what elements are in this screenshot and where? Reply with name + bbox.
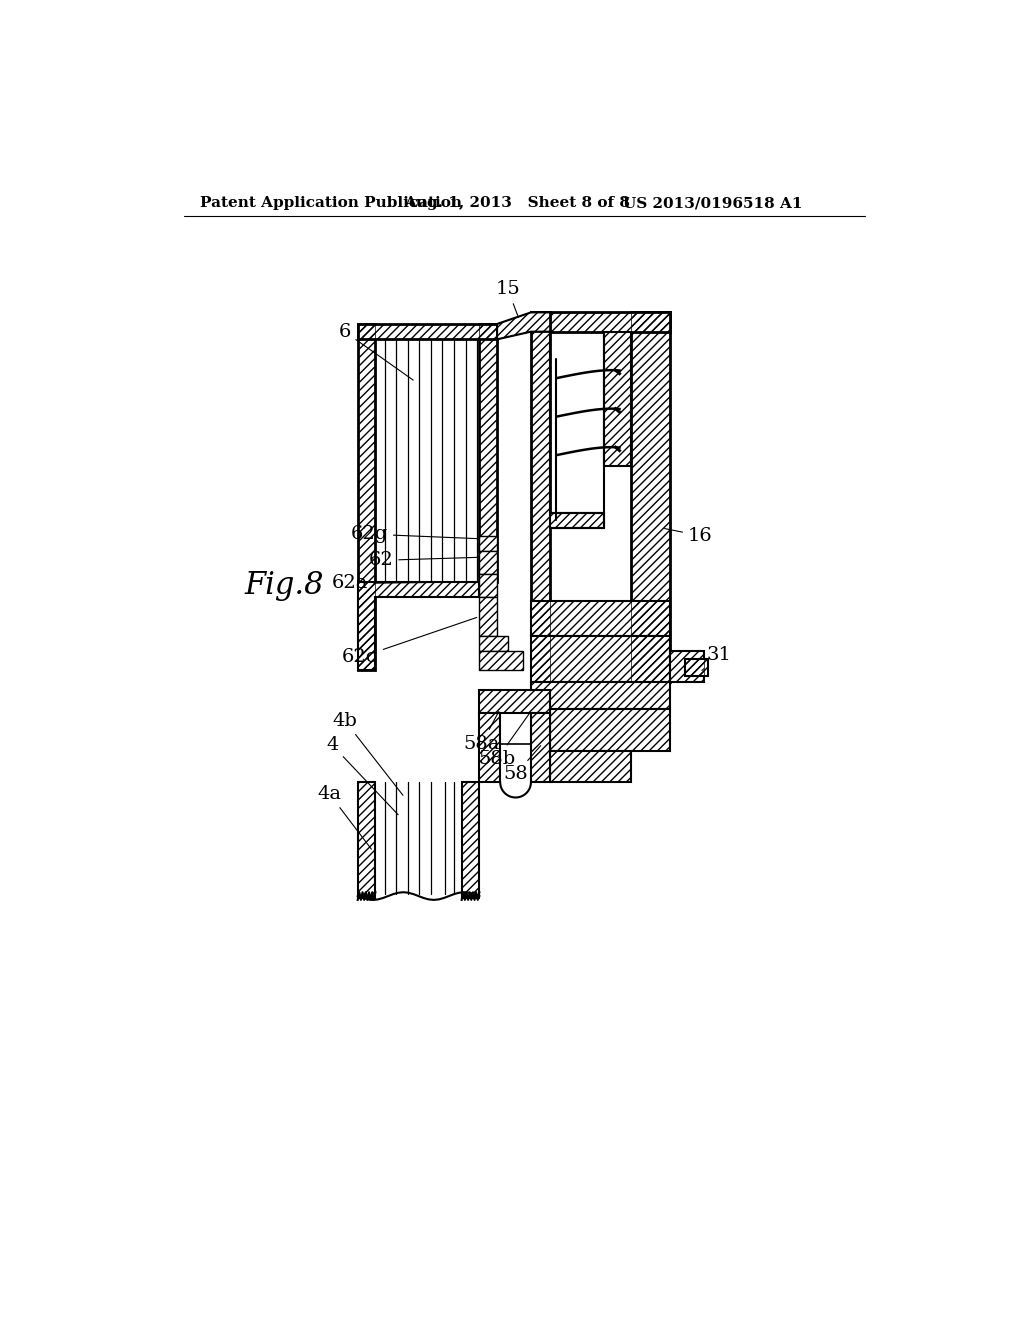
- Polygon shape: [357, 323, 376, 671]
- Polygon shape: [462, 781, 479, 898]
- Polygon shape: [550, 512, 604, 528]
- Polygon shape: [479, 536, 497, 552]
- Polygon shape: [531, 713, 550, 781]
- Text: 16: 16: [665, 527, 713, 545]
- Text: 15: 15: [496, 280, 520, 318]
- Polygon shape: [631, 313, 670, 682]
- Polygon shape: [531, 636, 670, 682]
- Polygon shape: [670, 651, 705, 682]
- Polygon shape: [531, 682, 670, 709]
- Polygon shape: [479, 713, 500, 781]
- Polygon shape: [497, 313, 550, 339]
- Polygon shape: [479, 689, 550, 713]
- Text: 58a: 58a: [464, 711, 500, 752]
- Polygon shape: [479, 651, 523, 671]
- Text: 58b: 58b: [478, 714, 529, 768]
- Text: Patent Application Publication: Patent Application Publication: [200, 197, 462, 210]
- Polygon shape: [685, 659, 708, 676]
- Polygon shape: [479, 323, 497, 582]
- Text: 4a: 4a: [317, 784, 372, 849]
- Polygon shape: [479, 597, 497, 636]
- Text: 6: 6: [339, 322, 414, 380]
- Polygon shape: [550, 709, 670, 751]
- Text: Aug. 1, 2013   Sheet 8 of 8: Aug. 1, 2013 Sheet 8 of 8: [403, 197, 630, 210]
- Text: 62a: 62a: [332, 574, 476, 593]
- Polygon shape: [357, 582, 479, 671]
- Polygon shape: [531, 313, 670, 331]
- Text: US 2013/0196518 A1: US 2013/0196518 A1: [624, 197, 803, 210]
- Polygon shape: [531, 601, 670, 636]
- Polygon shape: [479, 552, 497, 574]
- Polygon shape: [357, 781, 376, 898]
- Text: 31: 31: [701, 645, 731, 671]
- Text: 62g: 62g: [350, 525, 478, 543]
- Text: 62c: 62c: [342, 618, 477, 667]
- Text: 4b: 4b: [332, 711, 403, 796]
- Polygon shape: [479, 636, 508, 651]
- Polygon shape: [604, 331, 631, 466]
- Polygon shape: [357, 323, 497, 339]
- Text: 4: 4: [326, 737, 398, 814]
- Text: 62: 62: [369, 552, 478, 569]
- Polygon shape: [531, 313, 550, 682]
- Text: 58: 58: [503, 746, 541, 783]
- Text: Fig.8: Fig.8: [245, 570, 324, 601]
- Polygon shape: [479, 574, 497, 597]
- Polygon shape: [550, 751, 631, 781]
